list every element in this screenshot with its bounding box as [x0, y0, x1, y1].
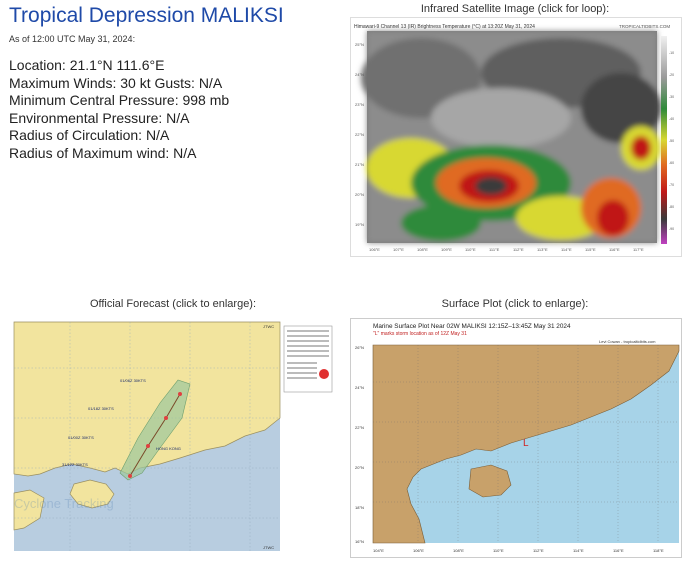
- surface-lon-label: 104°E: [373, 548, 384, 553]
- storm-location-marker: L: [523, 438, 529, 449]
- surface-credit: Levi Cowan - tropicaltidbits.com: [599, 339, 656, 344]
- forecast-watermark: Cyclone Tracking: [14, 496, 114, 511]
- surface-subtitle: "L" marks storm location as of 12Z May 3…: [373, 331, 467, 337]
- forecast-legend: [283, 325, 333, 393]
- ir-lon-label: 109°E: [441, 247, 452, 252]
- ir-lon-labels: 106°E 107°E 108°E 109°E 110°E 111°E 112°…: [369, 247, 644, 252]
- surface-lat-label: 26°N: [355, 345, 364, 350]
- forecast-track-points: [128, 392, 182, 478]
- ir-lat-label: 21°N: [355, 162, 364, 167]
- ir-lon-label: 106°E: [369, 247, 380, 252]
- storm-radius-circulation: Radius of Circulation: N/A: [9, 127, 170, 144]
- forecast-map-graphic: 01/06Z 30KTS 01/18Z 30KTS 01/00Z 30KTS 3…: [10, 318, 336, 555]
- ir-lon-label: 113°E: [537, 247, 548, 252]
- storm-title: Tropical Depression MALIKSI: [9, 4, 284, 27]
- official-forecast-image[interactable]: 01/06Z 30KTS 01/18Z 30KTS 01/00Z 30KTS 3…: [10, 318, 336, 555]
- forecast-label: 31/12Z 30KTS: [62, 462, 88, 467]
- forecast-label: 01/18Z 30KTS: [88, 406, 114, 411]
- ir-lat-label: 19°N: [355, 222, 364, 227]
- ir-scale-labels: -10 -20 -30 -40 -50 -60 -70 -80 -90: [669, 51, 674, 231]
- ir-lon-label: 110°E: [465, 247, 476, 252]
- forecast-corner-br: JTWC: [263, 545, 274, 550]
- surface-lon-label: 114°E: [573, 548, 584, 553]
- legend-cyclone-icon: [319, 369, 329, 379]
- ir-caption: Infrared Satellite Image (click for loop…: [420, 3, 610, 15]
- ir-scale-label: -80: [669, 205, 674, 209]
- ir-lon-label: 108°E: [417, 247, 428, 252]
- surface-plot-image[interactable]: Marine Surface Plot Near 02W MALIKSI 12:…: [350, 318, 682, 558]
- ir-lon-label: 116°E: [609, 247, 620, 252]
- ir-scale-label: -10: [669, 51, 674, 55]
- surface-lon-labels: 104°E 106°E 108°E 110°E 112°E 114°E 116°…: [373, 548, 664, 553]
- ir-credit: TROPICALTIDBITS.COM: [619, 24, 670, 29]
- storm-env-pressure: Environmental Pressure: N/A: [9, 109, 190, 126]
- storm-radius-max-wind: Radius of Maximum wind: N/A: [9, 144, 197, 161]
- surface-caption: Surface Plot (click to enlarge):: [441, 298, 589, 310]
- surface-lat-label: 18°N: [355, 505, 364, 510]
- ir-lat-labels: 25°N 24°N 23°N 22°N 21°N 20°N 19°N: [355, 42, 364, 227]
- city-label: HONG KONG: [156, 446, 181, 451]
- storm-location: Location: 21.1°N 111.6°E: [9, 57, 165, 73]
- surface-lon-label: 112°E: [533, 548, 544, 553]
- ir-scale-label: -70: [669, 183, 674, 187]
- ir-lon-label: 111°E: [489, 247, 500, 252]
- surface-lon-label: 106°E: [413, 548, 424, 553]
- surface-lat-label: 20°N: [355, 465, 364, 470]
- ir-scale-label: -20: [669, 73, 674, 77]
- storm-pressure: Minimum Central Pressure: 998 mb: [9, 92, 230, 109]
- surface-lat-labels: 26°N 24°N 22°N 20°N 18°N 16°N: [355, 345, 364, 544]
- ir-scale-label: -40: [669, 117, 674, 121]
- forecast-corner-tl: JTWC: [263, 324, 274, 329]
- surface-lat-label: 22°N: [355, 425, 364, 430]
- ir-satellite-image[interactable]: Himawari-9 Channel 13 (IR) Brightness Te…: [350, 17, 682, 257]
- ir-lat-label: 25°N: [355, 42, 364, 47]
- surface-lat-label: 16°N: [355, 539, 364, 544]
- surface-plot-graphic: Marine Surface Plot Near 02W MALIKSI 12:…: [355, 323, 680, 553]
- forecast-caption: Official Forecast (click to enlarge):: [89, 298, 257, 310]
- forecast-label: 01/00Z 30KTS: [68, 435, 94, 440]
- ir-header: Himawari-9 Channel 13 (IR) Brightness Te…: [354, 24, 535, 30]
- ir-satellite-graphic: Himawari-9 Channel 13 (IR) Brightness Te…: [354, 24, 674, 252]
- ir-lat-label: 23°N: [355, 102, 364, 107]
- ir-scale-label: -60: [669, 161, 674, 165]
- ir-scale-label: -30: [669, 95, 674, 99]
- storm-winds: Maximum Winds: 30 kt Gusts: N/A: [9, 74, 223, 91]
- surface-lon-label: 110°E: [493, 548, 504, 553]
- storm-info: Location: 21.1°N 111.6°E Maximum Winds: …: [9, 57, 229, 163]
- surface-lon-label: 118°E: [653, 548, 664, 553]
- ir-lon-label: 114°E: [561, 247, 572, 252]
- ir-lat-label: 22°N: [355, 132, 364, 137]
- ir-lon-label: 112°E: [513, 247, 524, 252]
- ir-lon-label: 117°E: [633, 247, 644, 252]
- as-of-timestamp: As of 12:00 UTC May 31, 2024:: [9, 34, 136, 44]
- ir-color-scale: [661, 36, 667, 244]
- surface-lon-label: 108°E: [453, 548, 464, 553]
- ir-lat-label: 24°N: [355, 72, 364, 77]
- ir-lon-label: 107°E: [393, 247, 404, 252]
- ir-scale-label: -90: [669, 227, 674, 231]
- ir-scale-label: -50: [669, 139, 674, 143]
- ir-lat-label: 20°N: [355, 192, 364, 197]
- surface-title: Marine Surface Plot Near 02W MALIKSI 12:…: [373, 323, 571, 330]
- surface-lon-label: 116°E: [613, 548, 624, 553]
- forecast-label: 01/06Z 30KTS: [120, 378, 146, 383]
- surface-lat-label: 24°N: [355, 385, 364, 390]
- ir-lon-label: 115°E: [585, 247, 596, 252]
